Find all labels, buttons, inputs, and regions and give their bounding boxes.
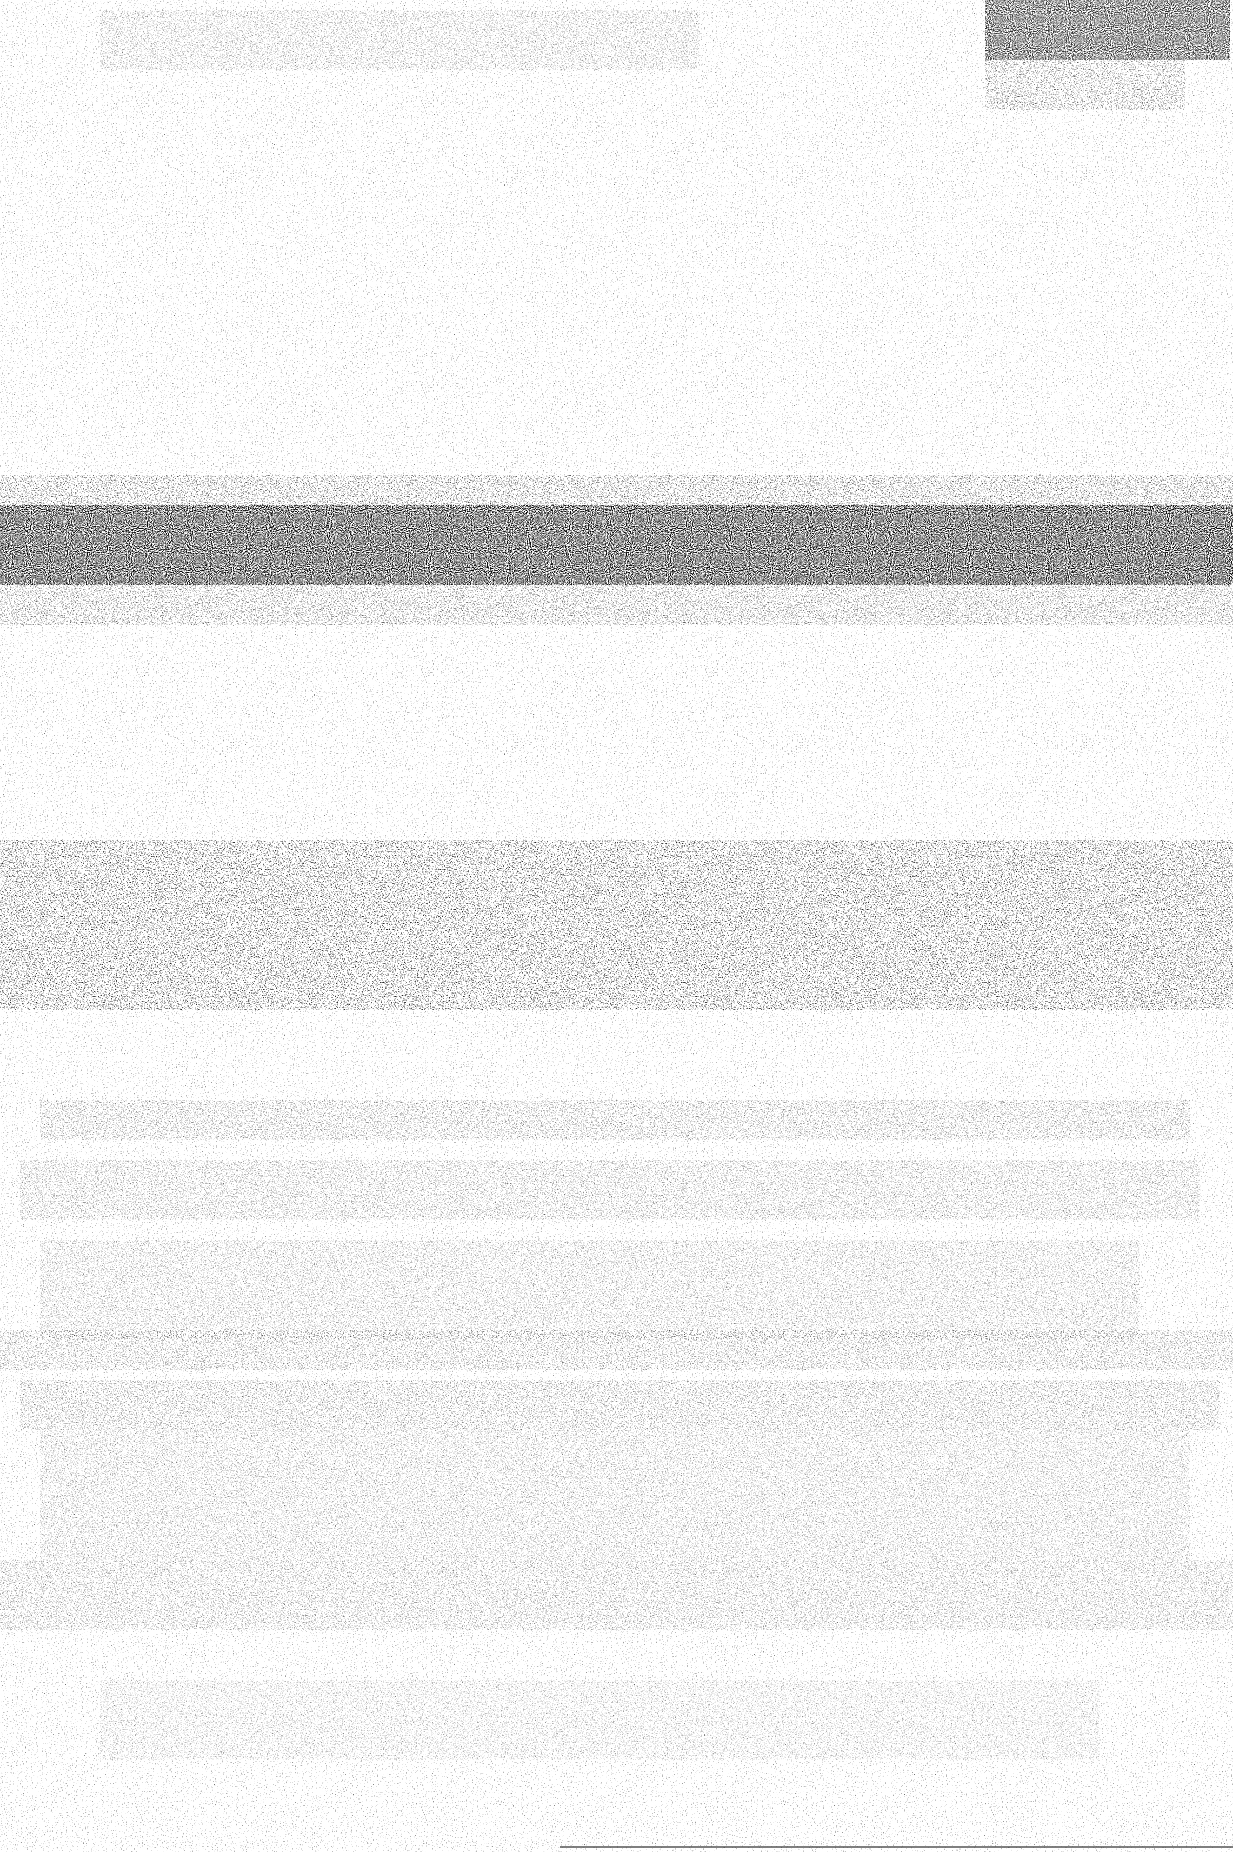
noise-row xyxy=(100,1680,1100,1760)
noise-cluster xyxy=(985,0,1230,60)
noise-cluster xyxy=(985,60,1185,110)
noise-band xyxy=(0,585,1233,625)
noise-row xyxy=(100,10,700,70)
noise-row xyxy=(20,1380,1220,1430)
noise-band xyxy=(0,840,1233,1010)
noise-band xyxy=(0,505,1233,585)
noise-band xyxy=(0,475,1233,505)
noise-row xyxy=(40,1430,1190,1560)
noise-row xyxy=(40,1240,1140,1340)
noise-row xyxy=(20,1160,1200,1220)
noise-row xyxy=(0,1330,1233,1370)
noise-row xyxy=(40,1100,1190,1140)
noise-row xyxy=(0,1560,1233,1630)
